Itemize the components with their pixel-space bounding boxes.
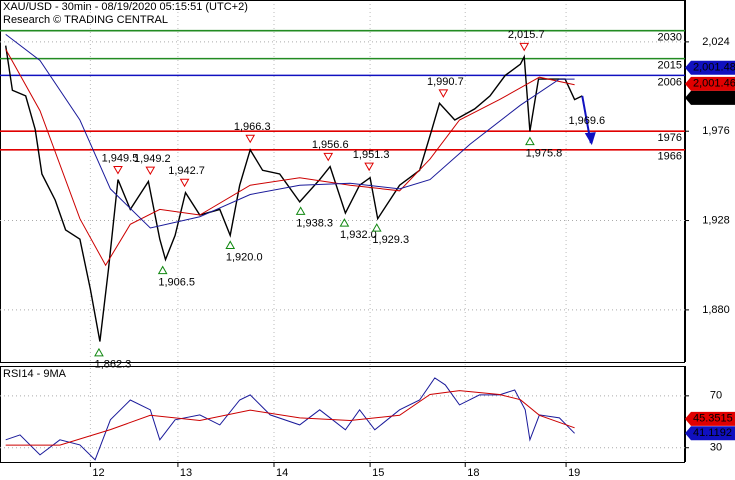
price-tag-label: 2,001.46 xyxy=(693,78,735,90)
peak-label: 1,966.3 xyxy=(234,121,271,133)
trough-marker xyxy=(94,347,104,357)
series-line xyxy=(5,377,575,461)
price-tag xyxy=(685,411,735,426)
peak-label: 1,951.3 xyxy=(353,149,390,161)
price-tag xyxy=(685,90,735,105)
price-tag xyxy=(685,76,735,91)
y-tick-label: 2,024 xyxy=(702,36,730,48)
trough-marker xyxy=(157,265,168,275)
series-line xyxy=(5,45,583,342)
panel-frame xyxy=(0,366,685,463)
level-label: 2015 xyxy=(658,60,682,72)
peak-marker xyxy=(179,178,190,188)
panel-frame xyxy=(0,0,685,363)
trough-marker xyxy=(371,223,382,232)
trough-label: 1,862.3 xyxy=(95,359,132,371)
peak-label: 1,949.5 xyxy=(102,152,139,164)
level-label: 2006 xyxy=(658,76,682,88)
x-tick-label: 13 xyxy=(180,467,192,479)
projection-label: 1,969.6 xyxy=(568,115,605,127)
trough-marker xyxy=(295,206,306,215)
trough-label: 1,906.5 xyxy=(158,276,195,288)
trough-label: 1,929.3 xyxy=(372,234,409,246)
y-tick-label: 1,976 xyxy=(702,125,730,137)
peak-marker xyxy=(113,166,123,175)
series-line xyxy=(5,34,575,229)
trough-label: 1,938.3 xyxy=(296,217,333,229)
x-tick-label: 12 xyxy=(92,467,104,479)
trough-marker xyxy=(339,218,350,227)
y-tick-label: 70 xyxy=(710,390,722,402)
projection-head xyxy=(584,132,596,146)
price-tag xyxy=(685,60,735,75)
peak-marker xyxy=(323,152,334,162)
peak-marker xyxy=(364,162,375,172)
price-tag-label: 41.1192 xyxy=(693,427,732,439)
chart-subtitle: Research © TRADING CENTRAL xyxy=(3,14,168,26)
peak-marker xyxy=(245,134,256,144)
peak-marker xyxy=(438,89,449,98)
y-tick-label: 30 xyxy=(710,442,722,454)
price-tag-label: 45.3515 xyxy=(693,413,733,425)
x-tick-label: 19 xyxy=(568,467,580,479)
trough-marker xyxy=(525,136,535,146)
level-label: 2030 xyxy=(658,32,682,44)
price-tag xyxy=(685,426,735,441)
peak-label: 1,956.6 xyxy=(312,139,349,151)
price-tag-label: 1,994.97 xyxy=(693,92,735,104)
y-tick-label: 1,928 xyxy=(702,214,730,226)
x-tick-label: 18 xyxy=(467,467,479,479)
panel-title: RSI14 - 9MA xyxy=(3,368,67,380)
peak-label: 1,942.7 xyxy=(168,165,205,177)
level-label: 1966 xyxy=(658,151,682,163)
trough-label: 1,975.8 xyxy=(526,147,563,159)
peak-marker xyxy=(519,42,530,52)
trough-marker xyxy=(225,240,236,249)
peak-label: 1,990.7 xyxy=(427,76,464,88)
chart-title: XAU/USD - 30min - 08/19/2020 05:15:51 (U… xyxy=(3,1,248,13)
series-line xyxy=(5,390,575,446)
level-label: 1976 xyxy=(658,132,682,144)
series-line xyxy=(5,49,575,267)
price-tag-label: 2,001.48 xyxy=(693,62,735,74)
peak-label: 1,949.2 xyxy=(134,153,171,165)
x-tick-label: 14 xyxy=(276,467,288,479)
y-tick-label: 1,880 xyxy=(702,304,730,316)
peak-label: 2,015.7 xyxy=(508,29,545,41)
trough-label: 1,920.0 xyxy=(226,251,263,263)
trough-label: 1,932.0 xyxy=(340,229,377,241)
x-tick-label: 15 xyxy=(372,467,384,479)
peak-marker xyxy=(145,166,156,176)
